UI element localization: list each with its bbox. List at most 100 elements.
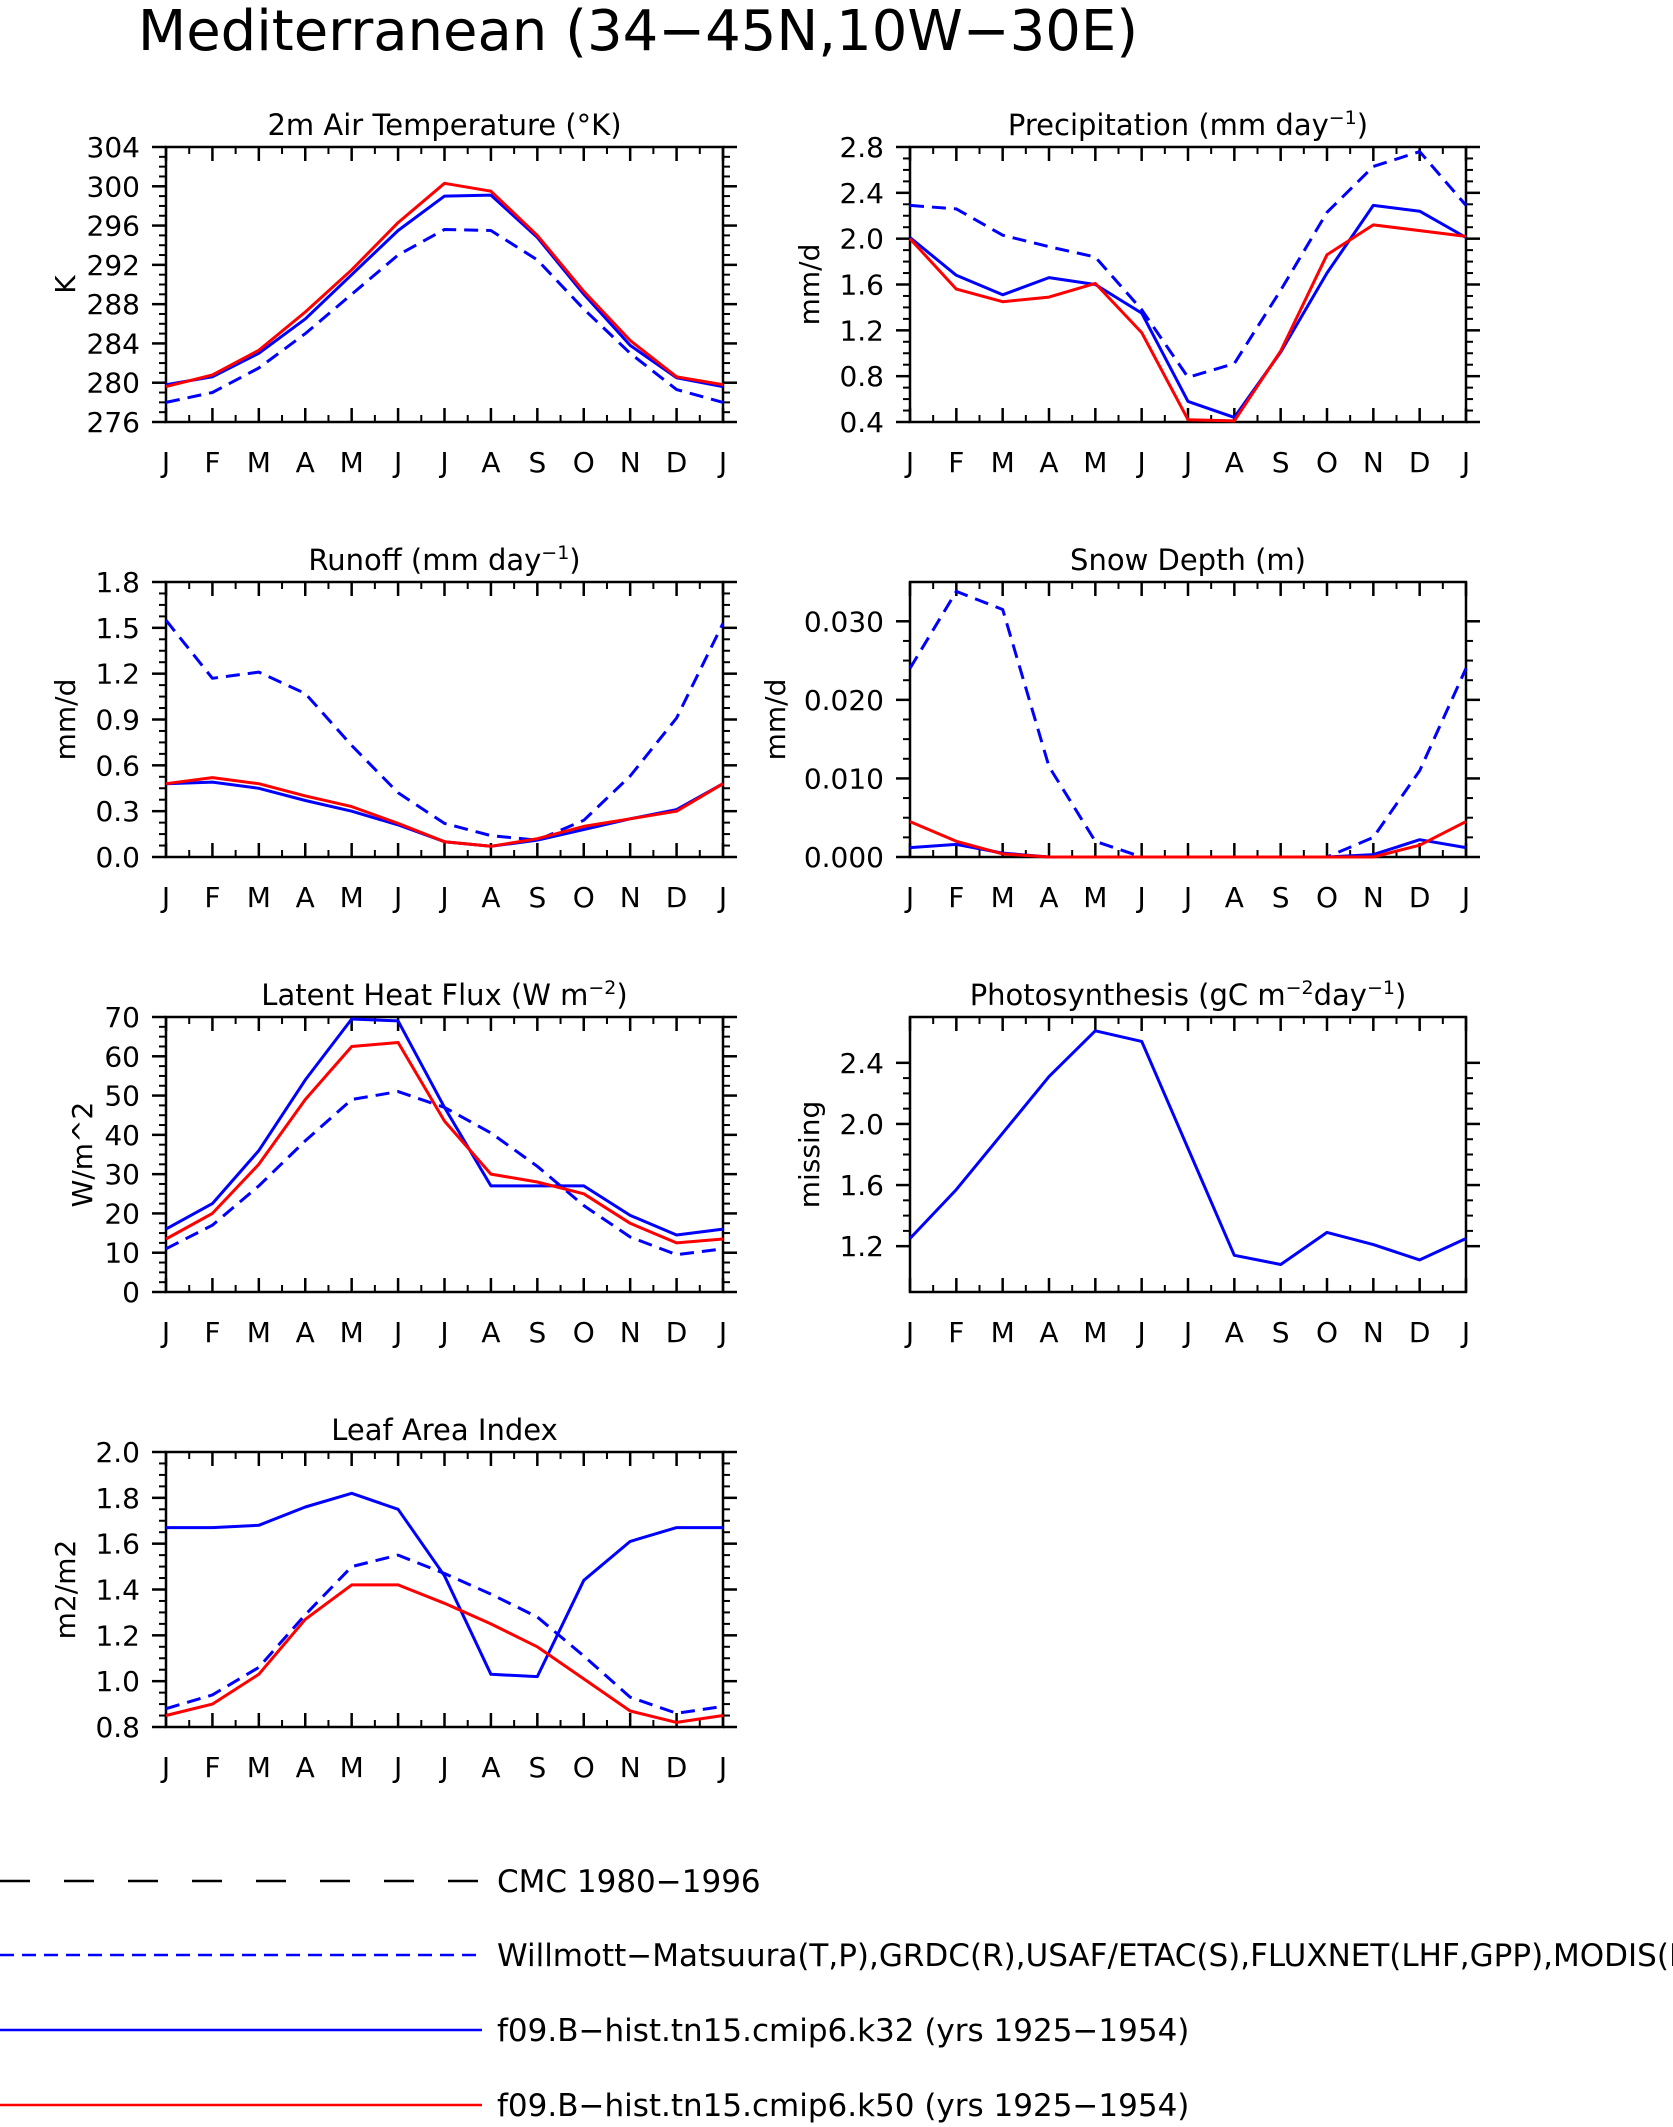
legend-label: f09.B−hist.tn15.cmip6.k50 (yrs 1925−1954…: [497, 2088, 1189, 2123]
panel-title-text: Latent Heat Flux (W m: [261, 978, 588, 1012]
series-line-red-solid: [165, 1583, 724, 1724]
y-tick-label: 0.8: [95, 1711, 140, 1744]
y-axis-label: mm/d: [759, 679, 792, 761]
x-tick-label: M: [340, 1316, 364, 1349]
x-tick-label: J: [904, 1316, 914, 1349]
series-line-red-solid: [165, 181, 724, 389]
panel-title-tail: day: [1314, 978, 1367, 1012]
x-tick-label: M: [1083, 446, 1107, 479]
x-tick-label: N: [620, 1751, 641, 1784]
x-tick-label: J: [392, 881, 402, 914]
y-tick-label: 288: [87, 288, 140, 321]
x-tick-label: J: [392, 1316, 402, 1349]
x-tick-label: A: [1039, 446, 1058, 479]
x-tick-label: J: [438, 1751, 448, 1784]
panel-title-text: Precipitation (mm day: [1008, 108, 1329, 142]
y-tick-label: 60: [104, 1040, 140, 1073]
x-tick-label: D: [666, 446, 688, 479]
x-tick-label: S: [528, 1751, 546, 1784]
x-tick-label: N: [620, 446, 641, 479]
x-tick-label: A: [1225, 881, 1244, 914]
panel-title: Precipitation (mm day−1): [1008, 107, 1368, 142]
x-tick-label: M: [247, 1751, 271, 1784]
series-line-blue-dash: [909, 150, 1468, 379]
x-tick-label: D: [666, 1751, 688, 1784]
x-tick-label: F: [948, 1316, 964, 1349]
y-tick-label: 0.020: [804, 684, 884, 717]
x-tick-label: A: [1039, 881, 1058, 914]
x-tick-label: D: [1409, 881, 1431, 914]
x-tick-label: J: [1460, 881, 1470, 914]
series-line-blue-solid: [166, 1491, 723, 1679]
x-tick-label: J: [160, 1316, 170, 1349]
series-line-blue-solid: [165, 780, 724, 848]
y-tick-label: 1.2: [839, 314, 884, 347]
figure-title: Mediterranean (34−45N,10W−30E): [138, 0, 1138, 64]
x-tick-label: J: [904, 446, 914, 479]
y-tick-label: 0.9: [95, 704, 140, 737]
y-tick-label: 1.6: [95, 1528, 140, 1561]
x-tick-label: J: [1460, 1316, 1470, 1349]
y-tick-label: 10: [104, 1237, 140, 1270]
panel-title-sup: −2: [1286, 977, 1314, 999]
x-tick-label: J: [1182, 446, 1192, 479]
series-line-blue-solid: [908, 1029, 1467, 1266]
x-tick-label: A: [296, 881, 315, 914]
panel-title-text: 2m Air Temperature (°K): [267, 108, 621, 142]
series-line-blue-dash: [165, 228, 724, 404]
y-tick-label: 1.6: [839, 269, 884, 302]
panel-3: Runoff (mm day−1)J F M A M J J A S O N D J0.00.30.60…: [49, 542, 737, 914]
x-tick-label: A: [1039, 1316, 1058, 1349]
y-tick-label: 0.000: [804, 841, 884, 874]
y-tick-label: 0.4: [839, 406, 884, 439]
panel-title-sup: −1: [1329, 107, 1357, 129]
y-axis-label: W/m^2: [66, 1102, 99, 1208]
x-tick-label: D: [1409, 1316, 1431, 1349]
panel-title-tail2: ): [1395, 978, 1406, 1012]
x-tick-label: O: [1316, 1316, 1338, 1349]
plot-frame: [164, 145, 725, 424]
y-tick-label: 2.8: [839, 131, 884, 164]
series-line-red-solid: [165, 1041, 724, 1245]
legend-label: CMC 1980−1996: [497, 1864, 761, 1900]
plot-frame: [164, 1450, 725, 1729]
y-tick-label: 284: [87, 327, 140, 360]
legend-label: Willmott−Matsuura(T,P),GRDC(R),USAF/ETAC…: [497, 1938, 1673, 1974]
x-tick-label: F: [948, 446, 964, 479]
x-tick-label: N: [1363, 446, 1384, 479]
panel-2: Precipitation (mm day−1)J F M A M J J A S O N D J0.4…: [793, 107, 1480, 479]
x-tick-label: J: [1136, 881, 1146, 914]
x-tick-label: F: [204, 881, 220, 914]
x-tick-label: J: [160, 446, 170, 479]
panel-title-sup: −1: [541, 542, 569, 564]
y-tick-label: 1.0: [95, 1665, 140, 1698]
x-tick-label: O: [1316, 881, 1338, 914]
x-tick-label: M: [991, 1316, 1015, 1349]
panel-6: Photosynthesis (gC m−2day−1)J F M A M J J A S O N D…: [793, 977, 1480, 1349]
y-tick-label: 300: [87, 170, 140, 203]
y-tick-label: 2.0: [839, 1108, 884, 1141]
x-tick-label: D: [666, 1316, 688, 1349]
y-tick-label: 70: [104, 1001, 140, 1034]
panel-title: Photosynthesis (gC m−2day−1): [970, 977, 1407, 1012]
x-tick-label: S: [528, 1316, 546, 1349]
x-tick-label: J: [392, 1751, 402, 1784]
panel-title: Latent Heat Flux (W m−2): [261, 977, 627, 1012]
panel-title-sup: −2: [588, 977, 616, 999]
panel-5: Latent Heat Flux (W m−2)J F M A M J J A S O N D J010…: [66, 977, 737, 1349]
x-tick-label: J: [1182, 1316, 1192, 1349]
x-tick-label: S: [528, 446, 546, 479]
x-tick-label: F: [948, 881, 964, 914]
y-tick-label: 0.030: [804, 605, 884, 638]
x-tick-label: A: [481, 1751, 500, 1784]
y-tick-label: 20: [104, 1197, 140, 1230]
y-tick-label: 0.6: [95, 749, 140, 782]
x-tick-label: J: [717, 1751, 727, 1784]
x-tick-label: J: [438, 1316, 448, 1349]
y-tick-label: 0.010: [804, 762, 884, 795]
x-tick-label: F: [204, 446, 220, 479]
x-tick-label: J: [392, 446, 402, 479]
x-tick-label: J: [438, 446, 448, 479]
panel-4: Snow Depth (m)J F M A M J J A S O N D J0.0000.0100.0…: [759, 543, 1480, 914]
